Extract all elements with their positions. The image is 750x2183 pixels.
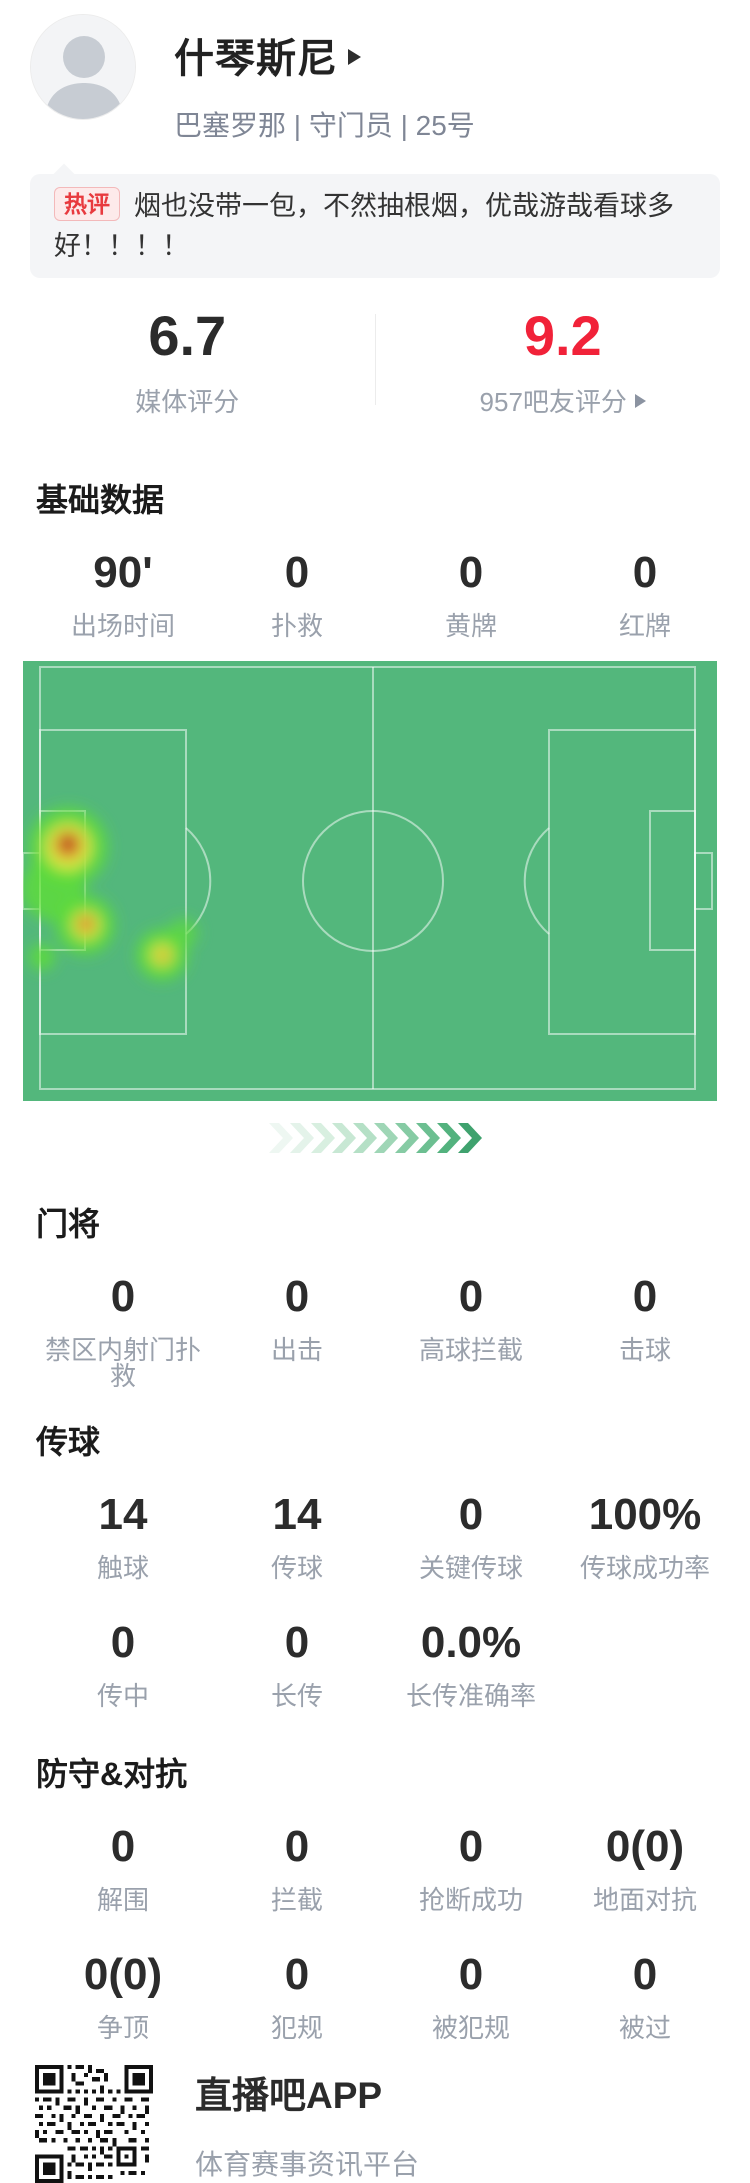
section-title-basic: 基础数据 [36,475,720,521]
stat-cell: 0 关键传球 [384,1493,558,1581]
stat-cell: 0.0% 长传准确率 [384,1621,558,1709]
hot-comment-box[interactable]: 热评烟也没带一包，不然抽根烟，优哉游哉看球多好！！！！ [30,174,720,278]
page: { "player": { "name": "什琴斯尼", "meta": "巴… [0,0,750,2098]
name-arrow-icon [348,49,361,65]
fans-rating-value: 9.2 [376,308,750,364]
stat-cell: 14 触球 [36,1493,210,1581]
hot-comment-content: 烟也没带一包，不然抽根烟，优哉游哉看球多好！！！！ [54,191,674,261]
stat-cell: 0 黄牌 [384,551,558,639]
heatmap-pitch [23,661,717,1101]
stat-cell: 0(0) 地面对抗 [558,1825,732,1913]
section-title-passing: 传球 [36,1417,720,1463]
stat-cell: 14 传球 [210,1493,384,1581]
section-title-goalkeeper: 门将 [36,1199,720,1245]
fans-rating-arrow-icon [635,394,646,408]
momentum-chevrons-layer [269,1123,482,1153]
media-rating-label: 媒体评分 [0,382,375,419]
app-footer: 直播吧APP 体育赛事资讯平台 [35,2065,720,2183]
stat-cell: 0 高球拦截 [384,1275,558,1389]
player-name-link[interactable]: 什琴斯尼 [174,26,475,84]
hot-comment-badge: 热评 [54,187,120,221]
hot-comment-text: 热评烟也没带一包，不然抽根烟，优哉游哉看球多好！！！！ [54,186,696,266]
player-info: 什琴斯尼 巴塞罗那 | 守门员 | 25号 [174,14,475,144]
stat-cell: 0 扑救 [210,551,384,639]
stat-cell: 0 拦截 [210,1825,384,1913]
avatar [30,14,136,120]
app-name: 直播吧APP [195,2065,419,2119]
stat-cell: 0 红牌 [558,551,732,639]
stat-cell: 0 长传 [210,1621,384,1709]
footer-info: 直播吧APP 体育赛事资讯平台 [195,2065,419,2183]
app-tagline: 体育赛事资讯平台 [195,2143,419,2183]
player-header: 什琴斯尼 巴塞罗那 | 守门员 | 25号 [0,0,750,144]
player-name: 什琴斯尼 [174,26,338,84]
stat-cell: 0 抢断成功 [384,1825,558,1913]
ratings-row: 6.7 媒体评分 9.2 957吧友评分 [0,308,750,419]
stat-cell: 0(0) 争顶 [36,1953,210,2041]
stat-cell: 0 被过 [558,1953,732,2041]
stat-cell: 90' 出场时间 [36,551,210,639]
stat-cell: 0 禁区内射门扑救 [36,1275,210,1389]
fans-rating[interactable]: 9.2 957吧友评分 [376,308,750,419]
media-rating: 6.7 媒体评分 [0,308,375,419]
qr-code [35,2065,153,2183]
fans-rating-label: 957吧友评分 [376,382,750,419]
basic-stats-grid: 90' 出场时间 0 扑救 0 黄牌 0 红牌 [36,551,732,639]
stat-cell: 0 被犯规 [384,1953,558,2041]
goalkeeper-stats-grid: 0 禁区内射门扑救 0 出击 0 高球拦截 0 击球 [36,1275,732,1389]
stat-cell: 100% 传球成功率 [558,1493,732,1581]
defense-stats-grid: 0 解围 0 拦截 0 抢断成功 0(0) 地面对抗 0(0) 争顶 0 犯规 … [36,1825,732,2041]
player-meta: 巴塞罗那 | 守门员 | 25号 [174,104,475,144]
stat-cell: 0 传中 [36,1621,210,1709]
momentum-chevrons [269,1123,482,1153]
section-title-defense: 防守&对抗 [36,1749,720,1795]
media-rating-value: 6.7 [0,308,375,364]
pitch-svg [23,661,717,1101]
stat-cell: 0 犯规 [210,1953,384,2041]
passing-stats-grid: 14 触球 14 传球 0 关键传球 100% 传球成功率 0 传中 0 长传 … [36,1493,732,1709]
avatar-placeholder-icon [31,15,136,120]
stat-cell: 0 击球 [558,1275,732,1389]
stat-cell: 0 出击 [210,1275,384,1389]
stat-cell: 0 解围 [36,1825,210,1913]
